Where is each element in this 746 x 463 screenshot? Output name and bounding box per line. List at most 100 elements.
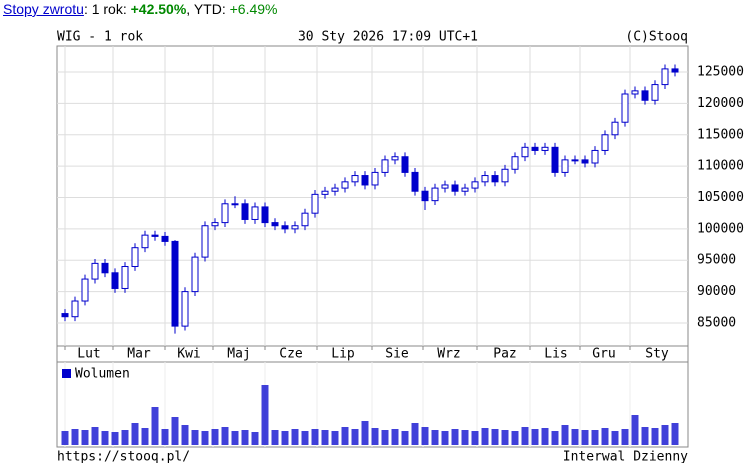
candle-body: [561, 159, 569, 173]
returns-link[interactable]: Stopy zwrotu: [3, 1, 84, 17]
volume-bar: [641, 427, 649, 445]
candle-body: [571, 159, 579, 162]
volume-bar: [531, 429, 539, 445]
volume-bar: [511, 431, 519, 445]
candle-body: [661, 68, 669, 86]
volume-bar: [411, 423, 419, 445]
x-tick-label: Mar: [127, 347, 151, 362]
candle-body: [451, 184, 459, 192]
volume-bar: [291, 429, 299, 445]
candle-body: [651, 84, 659, 101]
candle-body: [381, 159, 389, 173]
volume-bar: [591, 430, 599, 445]
x-tick-label: Wrz: [437, 347, 460, 362]
y-tick-label: 125000: [697, 65, 744, 80]
volume-bar: [501, 430, 509, 445]
volume-bar: [571, 429, 579, 445]
volume-bar: [251, 432, 259, 445]
candle-body: [371, 171, 379, 186]
volume-bar: [91, 427, 99, 445]
volume-bar: [211, 429, 219, 445]
legend-label: Wolumen: [75, 367, 130, 382]
volume-bar: [331, 431, 339, 445]
volume-bar: [361, 421, 369, 445]
volume-bar: [421, 427, 429, 445]
x-tick-label: Sie: [385, 347, 409, 362]
candle-body: [61, 313, 69, 318]
source: (C)Stooq: [625, 30, 688, 45]
candle-body: [351, 175, 359, 183]
volume-bar: [111, 432, 119, 445]
y-tick-label: 110000: [697, 159, 744, 174]
y-tick-label: 105000: [697, 190, 744, 205]
volume-bar: [241, 430, 249, 445]
x-tick-label: Lis: [544, 347, 567, 362]
candle-body: [551, 146, 559, 173]
volume-bar: [131, 423, 139, 445]
volume-bar: [371, 428, 379, 445]
volume-bar: [401, 431, 409, 445]
candle-body: [421, 190, 429, 202]
candle-body: [111, 272, 119, 289]
candle-body: [71, 300, 79, 318]
volume-bar: [491, 429, 499, 445]
volume-bar: [441, 431, 449, 445]
candle-body: [671, 68, 679, 73]
candle-body: [81, 278, 89, 302]
volume-bar: [201, 431, 209, 445]
candle-body: [631, 90, 639, 95]
legend-swatch: [62, 369, 71, 378]
candle-body: [121, 266, 129, 289]
candle-body: [621, 93, 629, 123]
period: : 1 rok:: [83, 1, 131, 17]
candle-body: [581, 159, 589, 164]
candle-body: [231, 203, 239, 206]
y-tick-label: 90000: [697, 284, 736, 299]
candle-body: [241, 203, 249, 220]
candle-body: [601, 134, 609, 151]
candle-body: [361, 175, 369, 186]
volume-bar: [621, 429, 629, 445]
volume-bar: [301, 431, 309, 445]
chart-title: WIG - 1 rok: [57, 30, 143, 45]
volume-bar: [181, 425, 189, 445]
ytd-return: +6.49%: [229, 1, 278, 17]
candle-body: [261, 206, 269, 224]
volume-bar: [221, 427, 229, 445]
x-tick-label: Paz: [493, 347, 516, 362]
footer-interval: Interwal Dzienny: [563, 450, 688, 463]
candle-body: [201, 225, 209, 258]
volume-bar: [541, 428, 549, 445]
volume-bar: [451, 429, 459, 445]
candle-body: [281, 225, 289, 230]
volume-bar: [651, 428, 659, 445]
x-tick-label: Gru: [592, 347, 615, 362]
candle-body: [491, 175, 499, 183]
candle-body: [271, 222, 279, 227]
volume-bar: [271, 430, 279, 445]
volume-bar: [161, 429, 169, 445]
volume-bar: [431, 430, 439, 445]
volume-bar: [261, 385, 269, 445]
y-tick-label: 120000: [697, 96, 744, 111]
candle-body: [181, 291, 189, 327]
candle-body: [461, 187, 469, 192]
volume-bar: [141, 428, 149, 445]
volume-bar: [391, 429, 399, 445]
x-tick-label: Kwi: [177, 347, 200, 362]
candle-body: [411, 171, 419, 192]
volume-bar: [231, 431, 239, 445]
volume-bar: [671, 423, 679, 445]
volume-bar: [311, 429, 319, 445]
candle-body: [301, 212, 309, 227]
volume-bar: [281, 431, 289, 445]
candle-body: [481, 175, 489, 183]
candle-body: [441, 184, 449, 189]
candle-body: [611, 121, 619, 136]
volume-bar: [101, 431, 109, 445]
volume-bar: [611, 431, 619, 445]
candle-body: [191, 256, 199, 293]
candle-body: [471, 181, 479, 189]
candle-body: [341, 181, 349, 189]
